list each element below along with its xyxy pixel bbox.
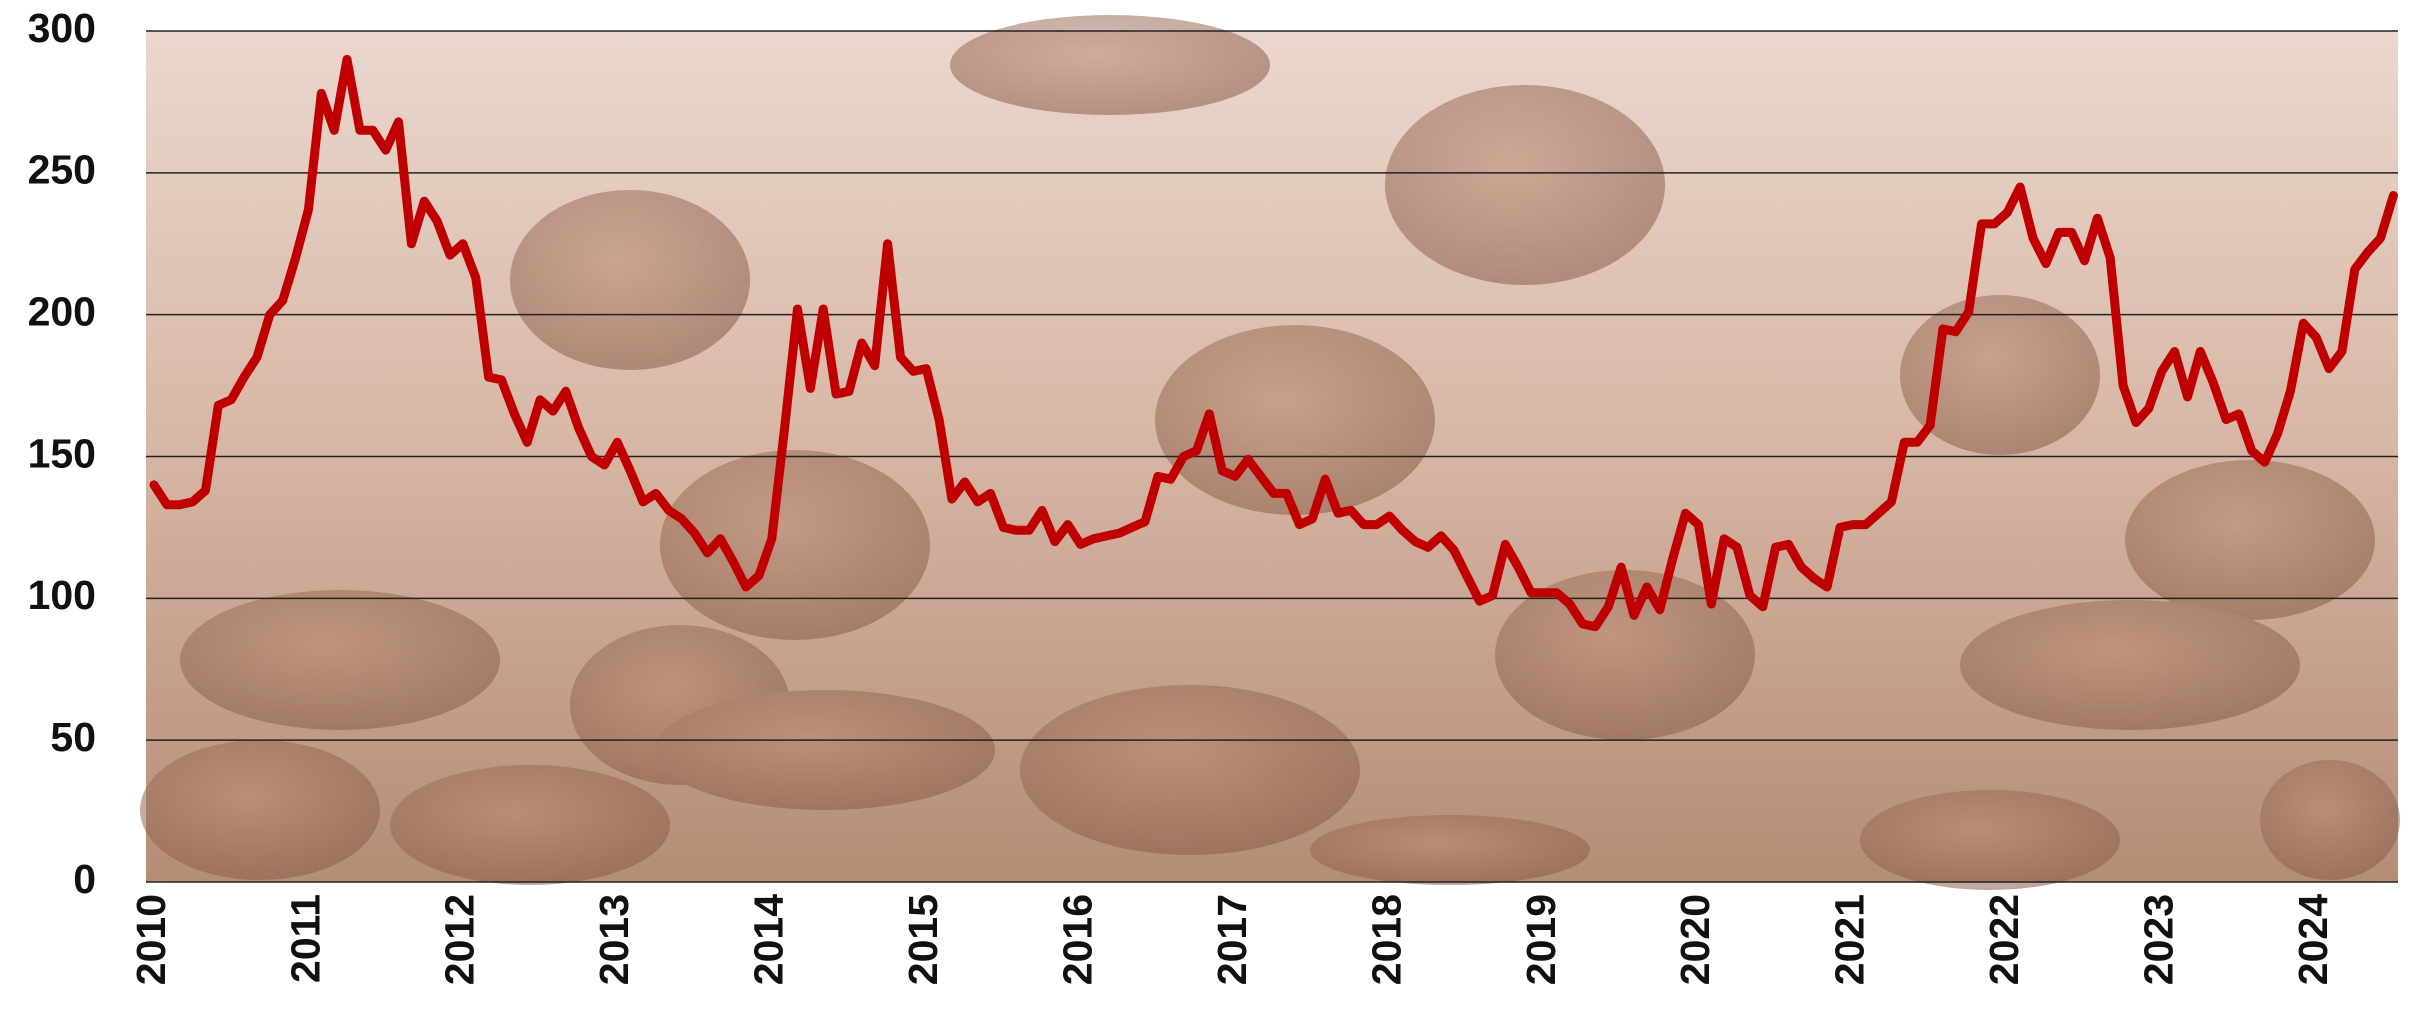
y-tick-label: 0 (73, 856, 96, 902)
x-tick-label: 2015 (900, 894, 946, 985)
x-tick-label: 2012 (437, 894, 483, 985)
x-tick-label: 2020 (1672, 894, 1718, 985)
y-tick-label: 300 (28, 5, 96, 51)
x-tick-label: 2018 (1363, 894, 1409, 985)
x-tick-label: 2023 (2136, 894, 2182, 985)
x-tick-label: 2010 (128, 894, 174, 985)
x-tick-label: 2019 (1518, 894, 1564, 985)
x-tick-label: 2021 (1827, 894, 1873, 985)
plot-background (140, 15, 2400, 890)
x-tick-label: 2011 (282, 894, 328, 983)
y-tick-label: 100 (28, 572, 96, 618)
y-tick-label: 250 (28, 147, 96, 193)
x-tick-label: 2024 (2290, 894, 2336, 985)
line (149, 54, 2398, 632)
y-tick-label: 50 (50, 714, 96, 760)
x-tick-label: 2016 (1054, 894, 1100, 985)
y-tick-label: 150 (28, 430, 96, 476)
x-tick-label: 2017 (1209, 894, 1255, 985)
y-tick-label: 200 (28, 288, 96, 334)
x-tick-label: 2022 (1981, 894, 2027, 985)
x-tick-label: 2014 (746, 894, 792, 985)
x-tick-label: 2013 (591, 894, 637, 985)
